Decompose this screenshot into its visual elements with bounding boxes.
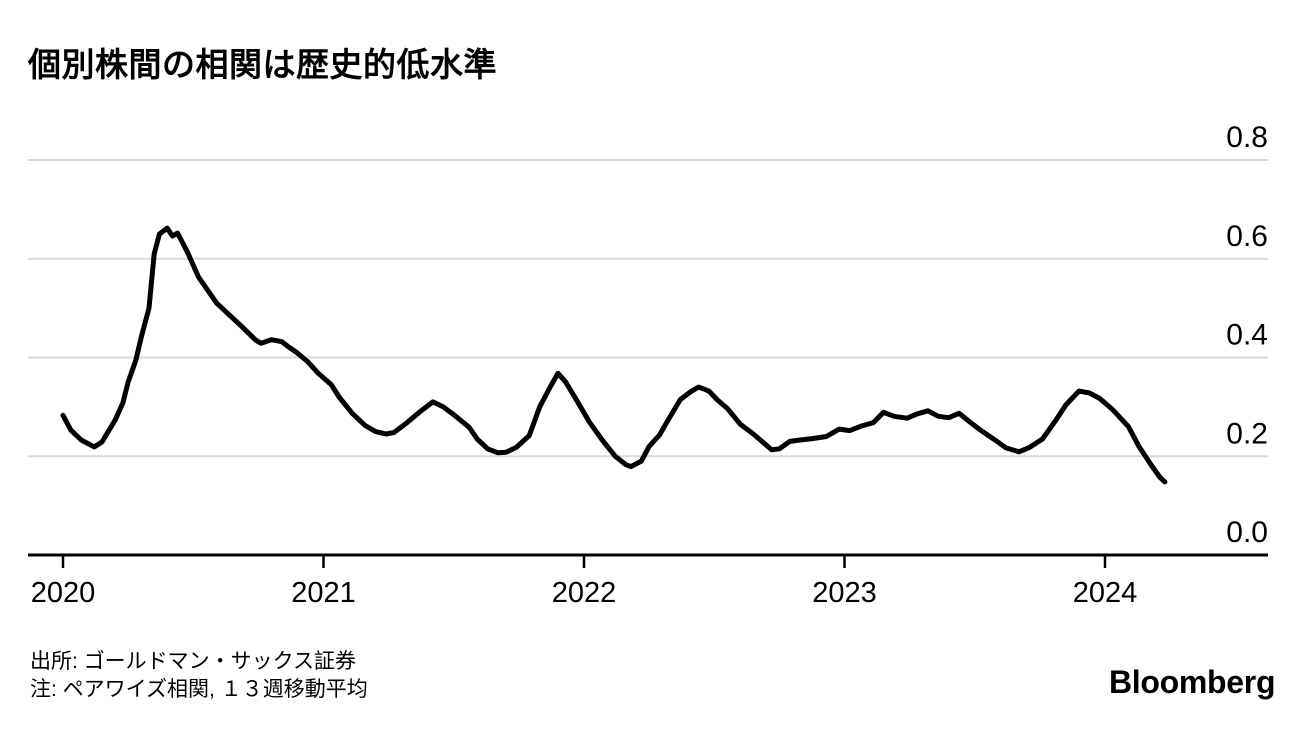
y-axis-label-0.0: 0.0 <box>1226 516 1268 549</box>
data-line-series-0 <box>60 225 1168 485</box>
x-axis-label-2021: 2021 <box>291 577 356 609</box>
source-text: 出所: ゴールドマン・サックス証券 <box>30 650 357 673</box>
bloomberg-logo: Bloomberg <box>1109 664 1276 700</box>
y-axis-label-0.8: 0.8 <box>1226 121 1268 154</box>
y-axis-label-0.6: 0.6 <box>1226 220 1268 253</box>
x-axis-label-2020: 2020 <box>31 577 96 609</box>
x-axis-label-2023: 2023 <box>812 577 877 609</box>
x-axis-label-2022: 2022 <box>552 577 617 609</box>
y-axis-label-0.2: 0.2 <box>1226 417 1268 450</box>
footnote-block: 出所: ゴールドマン・サックス証券 注: ペアワイズ相関, １３週移動平均 <box>30 648 368 704</box>
chart-title: 個別株間の相関は歴史的低水準 <box>28 46 497 83</box>
y-axis-label-0.4: 0.4 <box>1226 319 1268 352</box>
note-text: 注: ペアワイズ相関, １３週移動平均 <box>30 678 368 701</box>
x-axis-label-2024: 2024 <box>1073 577 1138 609</box>
